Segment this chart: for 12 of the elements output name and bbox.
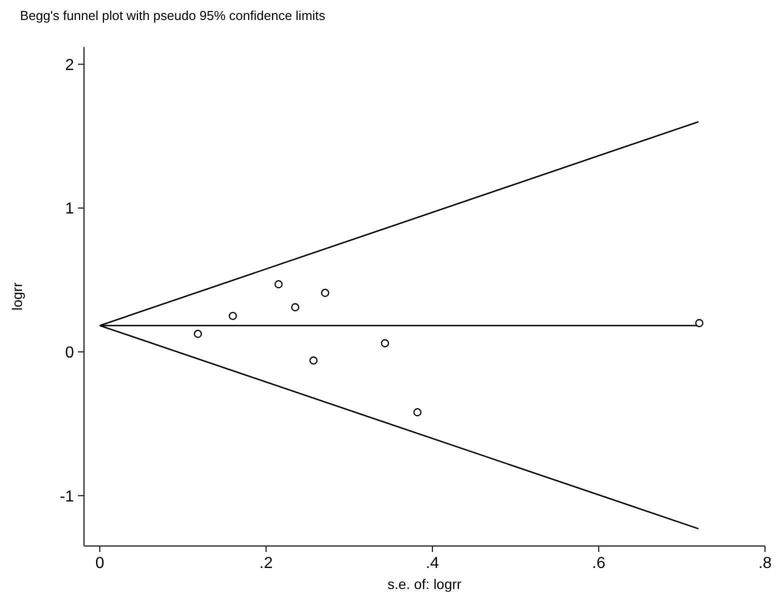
x-axis-title: s.e. of: logrr <box>388 576 462 592</box>
y-tick-label: 2 <box>65 56 74 74</box>
x-tick-label: .4 <box>426 555 440 572</box>
y-axis-title: logrr <box>9 282 25 311</box>
chart-title: Begg's funnel plot with pseudo 95% confidence limits <box>20 8 326 23</box>
x-tick-label: .2 <box>259 555 273 572</box>
y-tick-label: 1 <box>65 200 74 218</box>
x-tick-label: .8 <box>758 555 772 572</box>
x-tick-label: 0 <box>95 555 104 572</box>
y-tick-label: 0 <box>65 344 74 362</box>
x-tick-label: .6 <box>592 555 606 572</box>
y-tick-label: -1 <box>60 488 74 506</box>
